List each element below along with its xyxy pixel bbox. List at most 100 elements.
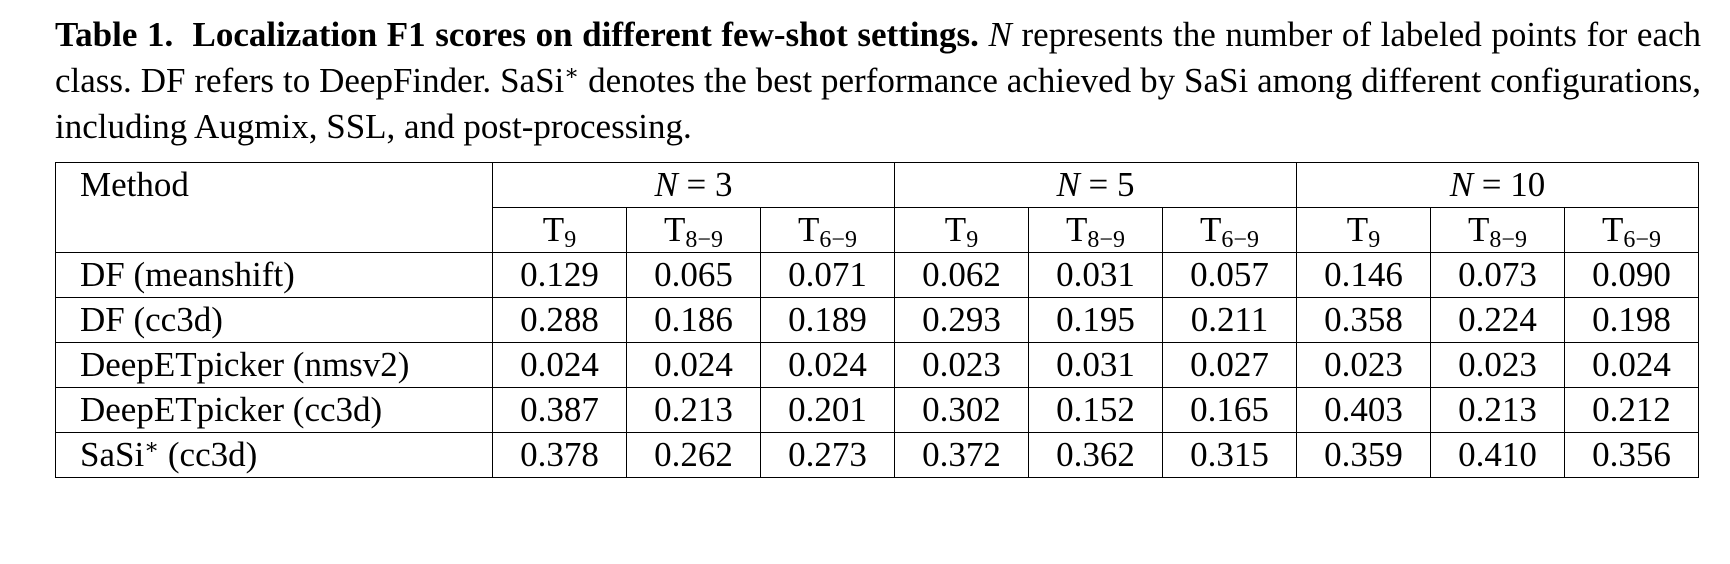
column-header: T9: [492, 207, 627, 253]
score-cell: 0.356: [1564, 432, 1699, 478]
column-header: T8−9: [1430, 207, 1565, 253]
column-sub: 6−9: [819, 227, 857, 253]
column-base: T: [1602, 210, 1624, 249]
column-sub: 9: [966, 227, 979, 253]
data-row: DeepETpicker (cc3d) 0.387 0.213 0.201 0.302 0…: [55, 387, 1699, 433]
caption-text: denotes the best performance achieved by…: [55, 61, 1702, 146]
score-cell: 0.152: [1028, 387, 1163, 433]
method-name: DF (cc3d): [80, 300, 223, 339]
score-cell: 0.273: [760, 432, 895, 478]
subheader-row: T9 T8−9 T6−9 T9 T8−9 T6−9 T9 T8−9 T6−9: [56, 207, 1699, 253]
method-cell: DeepETpicker (nmsv2): [55, 342, 493, 388]
score-cell: 0.065: [626, 252, 761, 298]
score-cell: 0.189: [760, 297, 895, 343]
score-cell: 0.302: [894, 387, 1029, 433]
method-header: Method: [55, 162, 493, 253]
method-name: (cc3d): [159, 435, 258, 474]
score-cell: 0.358: [1296, 297, 1431, 343]
column-sub: 9: [564, 227, 577, 253]
group-header: N = 3: [492, 162, 895, 208]
group-header: N = 5: [894, 162, 1297, 208]
score-cell: 0.165: [1162, 387, 1297, 433]
score-cell: 0.023: [1430, 342, 1565, 388]
score-cell: 0.362: [1028, 432, 1163, 478]
column-base: T: [798, 210, 820, 249]
group-value: = 5: [1079, 165, 1135, 204]
column-sub: 8−9: [1489, 227, 1527, 253]
caption-text: represents the number of labeled points …: [55, 15, 1702, 100]
method-name: DeepETpicker (cc3d): [80, 390, 383, 429]
score-cell: 0.090: [1564, 252, 1699, 298]
score-cell: 0.198: [1564, 297, 1699, 343]
group-value: = 3: [677, 165, 733, 204]
column-header: T8−9: [626, 207, 761, 253]
score-cell: 0.031: [1028, 342, 1163, 388]
group-value: = 10: [1473, 165, 1546, 204]
method-name: SaSi: [80, 435, 145, 474]
group-var: N: [654, 165, 678, 204]
score-cell: 0.024: [1564, 342, 1699, 388]
score-cell: 0.062: [894, 252, 1029, 298]
score-cell: 0.195: [1028, 297, 1163, 343]
method-name: DeepETpicker (nmsv2): [80, 345, 410, 384]
score-cell: 0.403: [1296, 387, 1431, 433]
score-cell: 0.213: [626, 387, 761, 433]
method-name: DF (meanshift): [80, 255, 295, 294]
caption: Table 1. Localization F1 scores on diffe…: [55, 12, 1701, 150]
data-row: DF (cc3d) 0.288 0.186 0.189 0.293 0.195 0.211 0…: [55, 297, 1699, 343]
column-sub: 8−9: [685, 227, 723, 253]
column-base: T: [1468, 210, 1490, 249]
column-header: T6−9: [1564, 207, 1699, 253]
score-cell: 0.024: [760, 342, 895, 388]
column-sub: 8−9: [1087, 227, 1125, 253]
score-cell: 0.023: [894, 342, 1029, 388]
score-cell: 0.186: [626, 297, 761, 343]
data-row: SaSi∗ (cc3d) 0.378 0.262 0.273 0.372 0.362 0.3…: [55, 432, 1699, 478]
score-cell: 0.211: [1162, 297, 1297, 343]
column-sub: 9: [1368, 227, 1381, 253]
method-cell: DF (meanshift): [55, 252, 493, 298]
column-base: T: [542, 210, 565, 249]
score-cell: 0.315: [1162, 432, 1297, 478]
score-cell: 0.023: [1296, 342, 1431, 388]
score-cell: 0.031: [1028, 252, 1163, 298]
caption-sup: ∗: [564, 60, 580, 85]
score-cell: 0.213: [1430, 387, 1565, 433]
column-base: T: [944, 210, 967, 249]
score-cell: 0.378: [492, 432, 627, 478]
column-header: T6−9: [1162, 207, 1297, 253]
score-cell: 0.288: [492, 297, 627, 343]
group-var: N: [1056, 165, 1080, 204]
column-base: T: [1200, 210, 1222, 249]
column-base: T: [664, 210, 686, 249]
method-cell: SaSi∗ (cc3d): [55, 432, 493, 478]
score-cell: 0.372: [894, 432, 1029, 478]
score-cell: 0.212: [1564, 387, 1699, 433]
column-base: T: [1066, 210, 1088, 249]
method-cell: DF (cc3d): [55, 297, 493, 343]
method-sup: ∗: [144, 434, 160, 459]
group-var: N: [1449, 165, 1474, 204]
score-cell: 0.057: [1162, 252, 1297, 298]
caption-label: Table 1.: [55, 15, 174, 54]
column-header: T9: [894, 207, 1029, 253]
data-row: DeepETpicker (nmsv2) 0.024 0.024 0.024 0.023…: [55, 342, 1699, 388]
column-header: T9: [1296, 207, 1431, 253]
column-sub: 6−9: [1623, 227, 1661, 253]
score-cell: 0.359: [1296, 432, 1431, 478]
column-header: T6−9: [760, 207, 895, 253]
score-cell: 0.024: [492, 342, 627, 388]
score-cell: 0.027: [1162, 342, 1297, 388]
caption-var: N: [988, 15, 1012, 54]
score-cell: 0.129: [492, 252, 627, 298]
score-cell: 0.293: [894, 297, 1029, 343]
score-cell: 0.146: [1296, 252, 1431, 298]
score-cell: 0.410: [1430, 432, 1565, 478]
score-cell: 0.224: [1430, 297, 1565, 343]
score-cell: 0.073: [1430, 252, 1565, 298]
score-cell: 0.071: [760, 252, 895, 298]
caption-title: Localization F1 scores on different few-…: [192, 15, 979, 54]
